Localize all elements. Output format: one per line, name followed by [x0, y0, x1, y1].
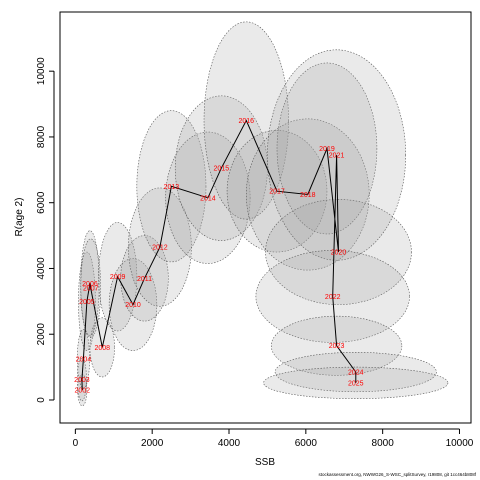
- year-label-2018: 2018: [300, 192, 316, 199]
- year-label-2011: 2011: [137, 276, 152, 283]
- year-label-2003: 2003: [74, 377, 90, 384]
- x-tick-label-0: 0: [73, 438, 79, 449]
- y-tick-label-2000: 2000: [36, 323, 47, 346]
- year-label-2017: 2017: [269, 189, 285, 196]
- y-tick-label-6000: 6000: [36, 191, 47, 214]
- year-label-2014: 2014: [200, 195, 216, 202]
- year-label-2002: 2002: [74, 388, 90, 395]
- year-label-2012: 2012: [152, 245, 168, 252]
- y-tick-label-8000: 8000: [36, 125, 47, 148]
- y-tick-label-4000: 4000: [36, 257, 47, 280]
- year-label-2006: 2006: [82, 281, 98, 288]
- confidence-ellipses: [76, 21, 449, 407]
- y-axis-label: R(age 2): [14, 198, 25, 237]
- year-label-2025: 2025: [348, 380, 364, 387]
- year-label-2020: 2020: [331, 250, 347, 257]
- y-axis: 0 2000 4000 6000 8000 10000: [36, 57, 55, 403]
- plot-frame: [59, 11, 472, 424]
- x-tick-label-8000: 8000: [372, 438, 395, 449]
- year-label-2005: 2005: [79, 299, 95, 306]
- x-axis: 0 2000 4000 6000 8000 10000: [73, 428, 474, 449]
- x-axis-label: SSB: [255, 457, 275, 468]
- year-label-2013: 2013: [164, 184, 180, 191]
- year-label-2019: 2019: [319, 146, 335, 153]
- year-label-2021: 2021: [329, 153, 345, 160]
- trajectory-line: [81, 119, 357, 391]
- year-label-2022: 2022: [325, 294, 341, 301]
- x-tick-label-10000: 10000: [446, 438, 474, 449]
- year-label-2024: 2024: [348, 370, 364, 377]
- year-label-2004: 2004: [76, 356, 92, 363]
- x-tick-label-4000: 4000: [218, 438, 241, 449]
- year-label-2015: 2015: [214, 166, 230, 173]
- year-label-2008: 2008: [94, 345, 110, 352]
- x-tick-label-2000: 2000: [141, 438, 164, 449]
- year-label-2016: 2016: [239, 118, 255, 125]
- y-tick-label-10000: 10000: [36, 57, 47, 85]
- year-label-2007: 2007: [83, 286, 99, 293]
- footer-source: stockassessment.org, NWWG26_S-WSC_splitS…: [318, 472, 476, 477]
- year-label-2010: 2010: [125, 302, 141, 309]
- year-label-2023: 2023: [329, 343, 345, 350]
- y-tick-label-0: 0: [36, 397, 47, 403]
- year-label-2009: 2009: [110, 274, 126, 281]
- x-tick-label-6000: 6000: [295, 438, 318, 449]
